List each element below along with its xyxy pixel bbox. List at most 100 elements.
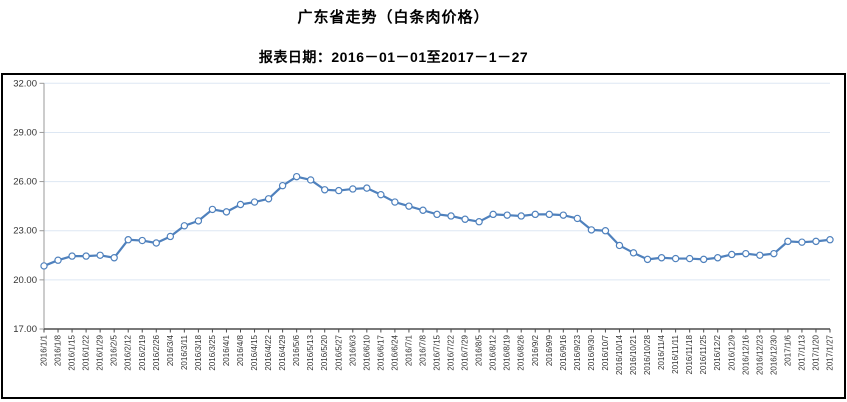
x-tick-label: 2016/10/14 (615, 334, 624, 375)
x-tick-label: 2016/10/7 (601, 334, 610, 370)
x-tick-label: 2016/2/26 (152, 334, 161, 370)
x-tick-label: 2016/3/25 (208, 334, 217, 370)
data-point-marker (363, 184, 371, 192)
x-tick-label: 2016/4/1 (222, 334, 231, 366)
series-line (42, 175, 832, 268)
data-point-marker (68, 252, 76, 260)
data-point-marker (826, 236, 834, 244)
x-tick-label: 2016/4/22 (264, 334, 273, 370)
x-tick-label: 2016/12/30 (769, 334, 778, 375)
data-point-marker (812, 237, 820, 246)
y-tick-label: 26.00 (13, 177, 37, 188)
x-tick-label: 2016/11/4 (657, 334, 666, 370)
x-tick-label: 2016/1/15 (68, 334, 77, 370)
data-point-marker (433, 210, 441, 219)
x-tick-label: 2016/11/18 (685, 334, 694, 374)
x-tick-label: 2016/8/5 (475, 334, 484, 366)
data-point-marker (601, 227, 610, 235)
x-tick-label: 2016/5/20 (320, 334, 329, 370)
x-tick-label: 2016/4/8 (236, 334, 245, 366)
data-point-marker (657, 254, 666, 262)
data-point-marker (208, 205, 217, 214)
x-tick-label: 2016/12/23 (755, 334, 764, 375)
x-tick-label: 2016/3/4 (166, 334, 175, 366)
x-tick-label: 2017/1/27 (826, 334, 835, 370)
data-point-marker (54, 256, 62, 264)
x-tick-label: 2016/11/11 (671, 334, 680, 373)
x-tick-label: 2016/8/26 (517, 334, 526, 370)
data-point-marker (419, 206, 427, 214)
data-point-marker (377, 190, 385, 199)
data-point-marker (685, 254, 694, 263)
x-tick-label: 2016/7/22 (447, 334, 456, 370)
data-point-marker (475, 218, 483, 226)
x-tick-label: 2016/9/30 (587, 334, 596, 370)
data-point-marker (756, 251, 764, 259)
y-tick-label: 32.00 (13, 78, 37, 89)
data-point-marker (559, 211, 568, 219)
x-tick-label: 2016/1/29 (96, 334, 105, 370)
data-point-marker (489, 210, 497, 219)
x-tick-label: 2016/9/16 (559, 334, 568, 370)
data-point-marker (699, 255, 708, 264)
y-tick-label: 23.00 (13, 226, 37, 237)
x-tick-label: 2016/7/1 (404, 334, 413, 366)
data-point-marker (447, 212, 455, 220)
x-tick-label: 2016/7/29 (461, 334, 470, 370)
data-point-marker (292, 172, 301, 181)
x-tick-label: 2016/3/18 (194, 334, 203, 370)
x-tick-label: 2016/5/6 (292, 334, 301, 366)
data-point-marker (545, 210, 553, 219)
data-point-marker (194, 217, 203, 225)
report-date-subtitle: 报表日期：2016－01－01至2017－1－27 (258, 49, 529, 65)
x-tick-label: 2016/1/8 (54, 334, 63, 366)
x-tick-label: 2016/9/23 (573, 334, 582, 370)
data-point-marker (166, 232, 175, 241)
x-tick-label: 2016/3/11 (180, 334, 189, 370)
data-point-marker (587, 226, 596, 234)
data-point-marker (110, 254, 118, 262)
x-tick-label: 2016/8/12 (489, 334, 498, 370)
data-point-marker (222, 208, 231, 216)
x-tick-label: 2016/10/21 (629, 334, 638, 375)
x-tick-label: 2016/2/5 (110, 334, 119, 366)
x-tick-label: 2016/4/29 (278, 334, 287, 370)
data-point-marker (349, 185, 357, 193)
x-tick-label: 2016/2/12 (124, 334, 133, 370)
x-tick-label: 2016/1/1 (40, 334, 49, 366)
data-point-marker (306, 176, 315, 184)
data-point-marker (138, 236, 146, 245)
y-tick-label: 20.00 (13, 275, 37, 286)
data-point-marker (503, 211, 511, 219)
page-title: 广东省走势（白条肉价格） (297, 9, 490, 26)
x-tick-label: 2016/6/3 (348, 334, 357, 366)
data-point-marker (742, 249, 750, 258)
data-point-marker (671, 254, 680, 263)
x-tick-label: 2016/9/2 (531, 334, 540, 366)
data-point-marker (124, 236, 132, 244)
x-tick-label: 2016/6/10 (362, 334, 371, 370)
x-tick-label: 2016/1/22 (82, 334, 91, 370)
data-point-marker (573, 214, 582, 223)
data-point-marker (321, 186, 329, 194)
data-point-marker (335, 186, 343, 195)
data-point-marker (278, 181, 287, 190)
data-point-marker (40, 262, 48, 270)
x-tick-label: 2016/7/15 (433, 334, 442, 370)
x-tick-label: 2016/4/15 (250, 334, 259, 370)
x-tick-label: 2017/1/20 (811, 334, 820, 370)
chart-svg: 17.00 20.00 23.00 26.00 29.00 32.00 2016/1/1 20… (13, 78, 835, 375)
x-tick-label: 2016/6/17 (376, 334, 385, 370)
data-point-marker (784, 237, 792, 246)
y-tick-label: 17.00 (13, 324, 37, 335)
x-tick-label: 2016/10/28 (643, 334, 652, 375)
data-point-marker (615, 241, 624, 250)
data-point-marker (770, 249, 778, 258)
x-tick-label: 2016/12/2 (713, 334, 722, 370)
x-tick-label: 2017/1/6 (783, 334, 792, 366)
data-point-marker (531, 210, 539, 219)
data-point-marker (405, 202, 413, 210)
x-tick-label: 2016/11/25 (699, 334, 708, 374)
x-tick-label: 2016/9/9 (545, 334, 554, 366)
data-point-marker (728, 250, 736, 259)
